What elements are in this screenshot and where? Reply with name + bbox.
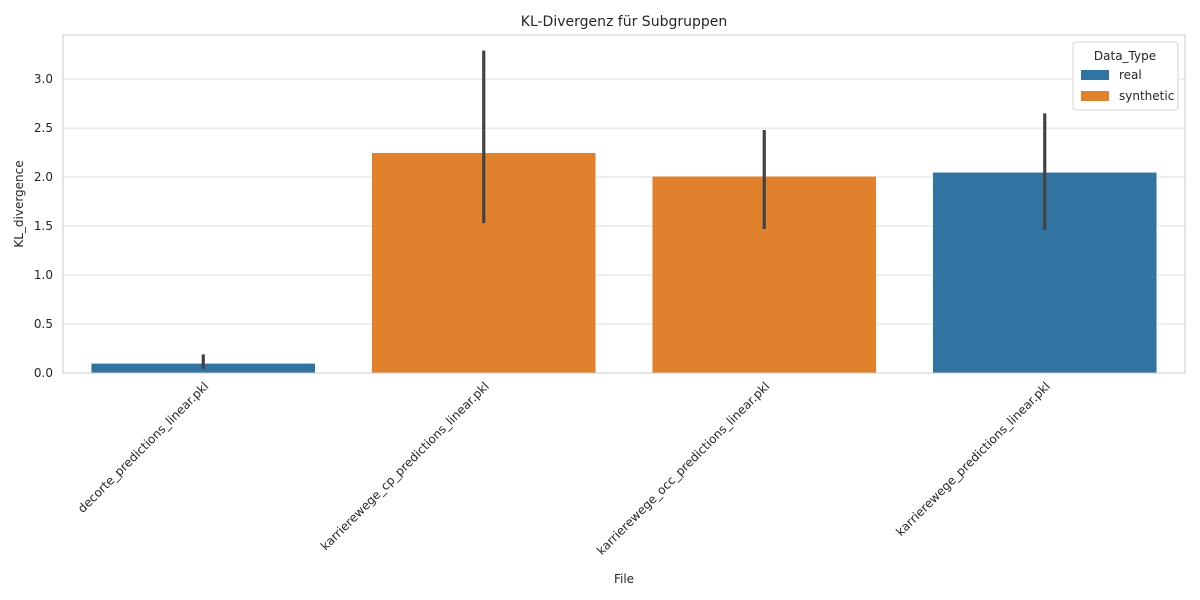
legend-title: Data_Type	[1094, 49, 1156, 63]
y-tick-label: 1.5	[34, 219, 53, 233]
legend-swatch-real	[1081, 70, 1109, 80]
y-tick-label: 0.0	[34, 366, 53, 380]
y-tick-label: 2.5	[34, 121, 53, 135]
legend-label-real: real	[1119, 68, 1142, 82]
y-tick-label: 2.0	[34, 170, 53, 184]
legend-label-synthetic: synthetic	[1119, 89, 1174, 103]
x-tick-label: karrierewege_cp_predictions_linear.pkl	[318, 379, 492, 553]
x-axis-label: File	[614, 572, 634, 586]
y-axis-label: KL_divergence	[12, 160, 26, 247]
x-tick-label: decorte_predictions_linear.pkl	[75, 379, 211, 515]
plot-frame	[62, 34, 1186, 374]
x-tick-label: karrierewege_predictions_linear.pkl	[893, 379, 1053, 539]
legend: Data_Type real synthetic	[1072, 41, 1179, 111]
x-tick-label: karrierewege_occ_predictions_linear.pkl	[594, 379, 772, 557]
chart-title: KL-Divergenz für Subgruppen	[521, 14, 727, 30]
y-tick-label: 1.0	[34, 268, 53, 282]
legend-swatch-synthetic	[1081, 91, 1109, 101]
y-tick-label: 0.5	[34, 317, 53, 331]
x-tick-labels: decorte_predictions_linear.pkl karrierewe…	[75, 379, 1053, 557]
y-tick-labels: 0.0 0.5 1.0 1.5 2.0 2.5 3.0	[34, 72, 53, 380]
y-tick-label: 3.0	[34, 72, 53, 86]
errorbar-layer	[201, 50, 1047, 370]
